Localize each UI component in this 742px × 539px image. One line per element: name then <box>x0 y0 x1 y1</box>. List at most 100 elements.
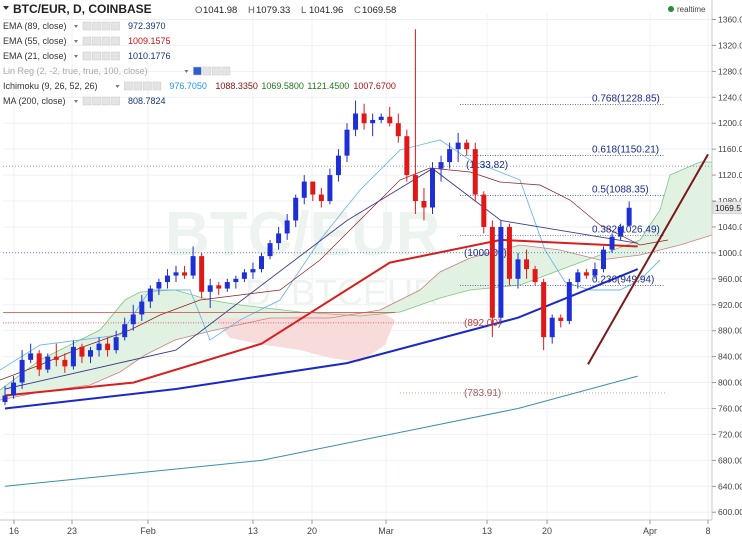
candle-body <box>395 123 401 137</box>
indicator-value: 1007.6700 <box>353 81 396 91</box>
candle-body <box>11 382 17 396</box>
candle-body <box>464 142 470 150</box>
candle <box>105 337 111 357</box>
candle <box>327 168 333 205</box>
candle <box>353 100 359 137</box>
candle <box>11 376 17 399</box>
last-price-badge <box>712 201 742 215</box>
indicator-label: Lin Reg (2, -2, true, true, 100, close) <box>3 66 148 76</box>
indicator-control-icon <box>152 81 162 91</box>
ema89-line <box>4 268 639 410</box>
candle-body <box>532 269 538 283</box>
candle-body <box>96 343 102 351</box>
candle-body <box>139 301 145 315</box>
candle <box>2 385 8 406</box>
ohlc-value: 1079.33 <box>256 5 290 16</box>
candle-body <box>53 356 59 360</box>
candle-body <box>387 116 393 124</box>
indicator-menu-icon <box>74 100 78 103</box>
ohlc-value: 1069.58 <box>362 5 396 16</box>
candle <box>344 123 350 163</box>
candle <box>216 282 222 296</box>
candle-body <box>524 259 530 270</box>
candle <box>387 107 393 127</box>
candle-body <box>122 324 128 338</box>
candle <box>276 226 282 250</box>
candle <box>190 246 196 279</box>
ema55-line <box>4 238 638 397</box>
indicator-control-icon <box>212 66 221 76</box>
candle-body <box>284 220 290 234</box>
indicator-value: 1010.1776 <box>128 51 171 61</box>
candle-body <box>113 337 119 351</box>
candle <box>549 314 555 344</box>
candle-body <box>156 282 162 289</box>
watermark-symbol: BTC/EUR <box>165 200 441 269</box>
candle <box>53 343 59 367</box>
indicator-row: EMA (55, close) 1009.1575 <box>3 36 171 46</box>
indicator-label: EMA (55, close) <box>3 36 67 46</box>
candle-body <box>506 226 512 279</box>
x-tick-label: 13 <box>248 526 258 536</box>
candle-body <box>70 346 76 367</box>
candle-body <box>592 269 598 276</box>
candle <box>515 252 521 289</box>
level-label: (1133.82) <box>466 160 508 171</box>
x-tick-label: Feb <box>140 526 156 536</box>
level-label: (783.91) <box>464 388 501 399</box>
realtime-dot <box>668 6 674 12</box>
candle <box>395 113 401 143</box>
candle <box>173 265 179 283</box>
y-tick-label: 640.00 <box>718 481 742 491</box>
candle-body <box>626 207 632 226</box>
candle-body <box>45 356 51 370</box>
candle <box>301 175 307 205</box>
y-tick-label: 1040.00 <box>718 222 742 232</box>
ichimoku-cloud-bear <box>215 312 395 362</box>
candle-body <box>361 113 367 124</box>
y-tick-label: 1080.00 <box>718 196 742 206</box>
candle-body <box>455 142 461 150</box>
candle <box>335 149 341 182</box>
ohlc-value: 1041.98 <box>203 5 237 16</box>
y-tick-label: 880.00 <box>718 326 742 336</box>
candle <box>207 278 213 308</box>
y-tick-label: 1320.00 <box>718 40 742 50</box>
ichimoku-kijun <box>0 167 669 381</box>
trendline <box>587 153 709 365</box>
candle-body <box>216 285 222 289</box>
level-label: (1000.09) <box>464 248 507 259</box>
candle-body <box>609 236 615 250</box>
candle <box>601 246 606 273</box>
ohlc-label: O <box>195 5 202 16</box>
indicator-control-icon <box>92 96 101 106</box>
indicator-label: EMA (89, close) <box>3 21 67 31</box>
ema21-line <box>4 168 638 390</box>
candle-body <box>438 162 444 169</box>
candle <box>370 113 376 137</box>
candle-body <box>353 113 359 130</box>
candle-body <box>515 259 521 279</box>
x-tick-label: 8 <box>705 526 710 536</box>
candle-body <box>472 149 478 195</box>
candle-body <box>182 272 188 276</box>
indicator-menu-icon <box>74 55 78 58</box>
y-tick-label: 840.00 <box>718 352 742 362</box>
candle <box>19 350 25 390</box>
candle <box>558 314 564 328</box>
candle <box>412 29 418 214</box>
collapse-icon <box>3 6 9 10</box>
candle-body <box>224 282 230 289</box>
indicator-control-icon <box>221 66 231 76</box>
indicator-control-icon <box>202 66 212 76</box>
indicator-value: 808.7824 <box>128 96 166 106</box>
indicator-label: EMA (21, close) <box>3 51 67 61</box>
candle-body <box>241 272 247 279</box>
y-tick-label: 760.00 <box>718 403 742 413</box>
candle-body <box>310 181 316 195</box>
candle <box>259 252 264 273</box>
indicator-value: 976.7050 <box>169 81 207 91</box>
candle-body <box>293 197 299 221</box>
